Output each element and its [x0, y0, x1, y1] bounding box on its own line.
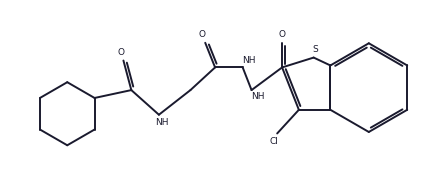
Text: S: S: [313, 45, 319, 54]
Text: NH: NH: [251, 93, 264, 102]
Text: O: O: [199, 30, 206, 39]
Text: NH: NH: [155, 118, 168, 127]
Text: Cl: Cl: [270, 137, 278, 146]
Text: NH: NH: [242, 56, 255, 65]
Text: O: O: [278, 30, 286, 39]
Text: O: O: [118, 48, 125, 57]
